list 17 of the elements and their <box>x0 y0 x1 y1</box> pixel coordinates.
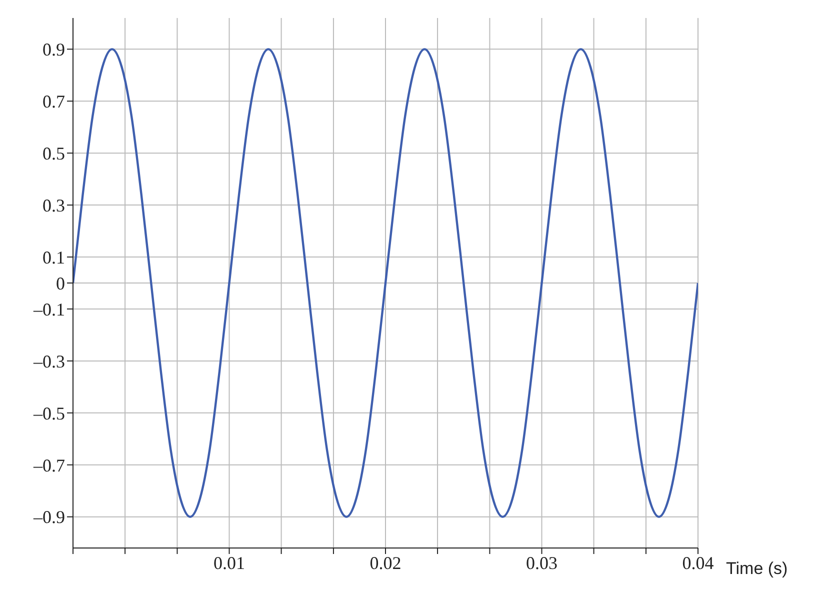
y-tick-label: 0 <box>56 273 65 294</box>
y-tick-label: 0.9 <box>42 40 65 60</box>
y-tick-label: –0.1 <box>32 299 65 320</box>
y-tick-label: 0.1 <box>42 247 65 268</box>
x-tick-label: 0.04 <box>682 552 714 573</box>
y-tick-label: –0.9 <box>32 507 65 528</box>
y-tick-label: –0.7 <box>32 455 65 476</box>
x-tick-label: 0.01 <box>214 552 245 573</box>
y-tick-label: –0.5 <box>32 403 65 424</box>
y-tick-label: 0.7 <box>42 92 65 112</box>
x-tick-label: 0.02 <box>370 552 402 573</box>
x-tick-label: 0.03 <box>526 552 558 573</box>
x-axis-title: Time (s) <box>726 559 788 578</box>
y-tick-label: 0.3 <box>42 195 65 216</box>
line-series <box>73 48 698 518</box>
y-tick-label: 0.5 <box>42 143 65 164</box>
y-tick-label: –0.3 <box>32 351 65 372</box>
